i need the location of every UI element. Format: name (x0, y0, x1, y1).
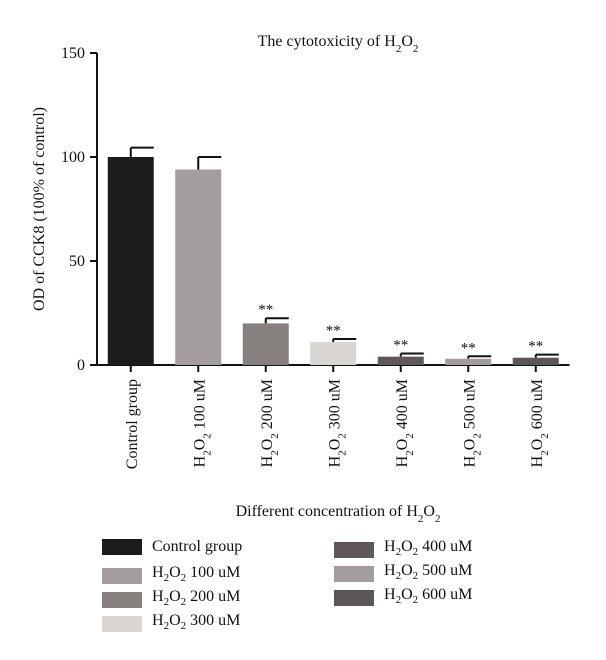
bar (445, 358, 492, 365)
significance-label: ** (528, 339, 543, 355)
legend-swatch (102, 539, 142, 555)
legend-label: H2O2 100 uM (152, 564, 241, 585)
legend-item-300: H2O2 300 uM (102, 612, 240, 635)
legend-item-600: H2O2 600 uM (334, 586, 472, 609)
legend-label: H2O2 300 uM (152, 612, 241, 633)
chart-title: The cytotoxicity of H2O2 (258, 33, 419, 55)
bar (512, 357, 559, 365)
legend-item-100: H2O2 100 uM (102, 564, 240, 587)
bar (377, 356, 424, 365)
legend-label: H2O2 500 uM (384, 562, 473, 583)
x-axis-label: Different concentration of H2O2 (236, 503, 441, 525)
significance-label: ** (258, 302, 273, 318)
x-tick-label: H2O2 400 uM (394, 379, 416, 467)
legend-item-500: H2O2 500 uM (334, 562, 472, 585)
legend-label: H2O2 400 uM (384, 538, 473, 559)
legend-label: H2O2 200 uM (152, 588, 241, 609)
x-tick-label: H2O2 600 uM (529, 379, 551, 467)
legend-swatch (102, 567, 142, 584)
significance-label: ** (326, 323, 341, 339)
legend-item-200: H2O2 200 uM (102, 588, 240, 611)
y-axis-label: OD of CCK8 (100% of control) (31, 107, 48, 311)
significance-label: ** (393, 338, 408, 354)
y-tick-label: 100 (61, 149, 85, 166)
legend-swatch (334, 541, 374, 558)
bar (107, 157, 154, 365)
legend-swatch (102, 591, 142, 608)
y-tick-label: 150 (61, 45, 85, 62)
y-tick-label: 0 (77, 357, 85, 374)
x-tick-label: Control group (124, 379, 141, 469)
significance-label: ** (461, 340, 476, 356)
legend-label: H2O2 600 uM (384, 586, 473, 607)
x-tick-label: H2O2 200 uM (259, 379, 281, 467)
bar (175, 169, 222, 365)
legend-swatch (334, 589, 374, 606)
legend-swatch (334, 565, 374, 582)
y-tick-label: 50 (69, 253, 85, 270)
bar (310, 342, 357, 365)
bar (242, 323, 289, 365)
x-tick-label: H2O2 500 uM (461, 379, 483, 467)
legend-swatch (102, 615, 142, 632)
legend-label: Control group (152, 538, 243, 555)
legend-item-400: H2O2 400 uM (334, 538, 472, 561)
x-tick-label: H2O2 100 uM (191, 379, 213, 467)
x-tick-label: H2O2 300 uM (326, 379, 348, 467)
legend-item-control: Control group (102, 538, 242, 556)
